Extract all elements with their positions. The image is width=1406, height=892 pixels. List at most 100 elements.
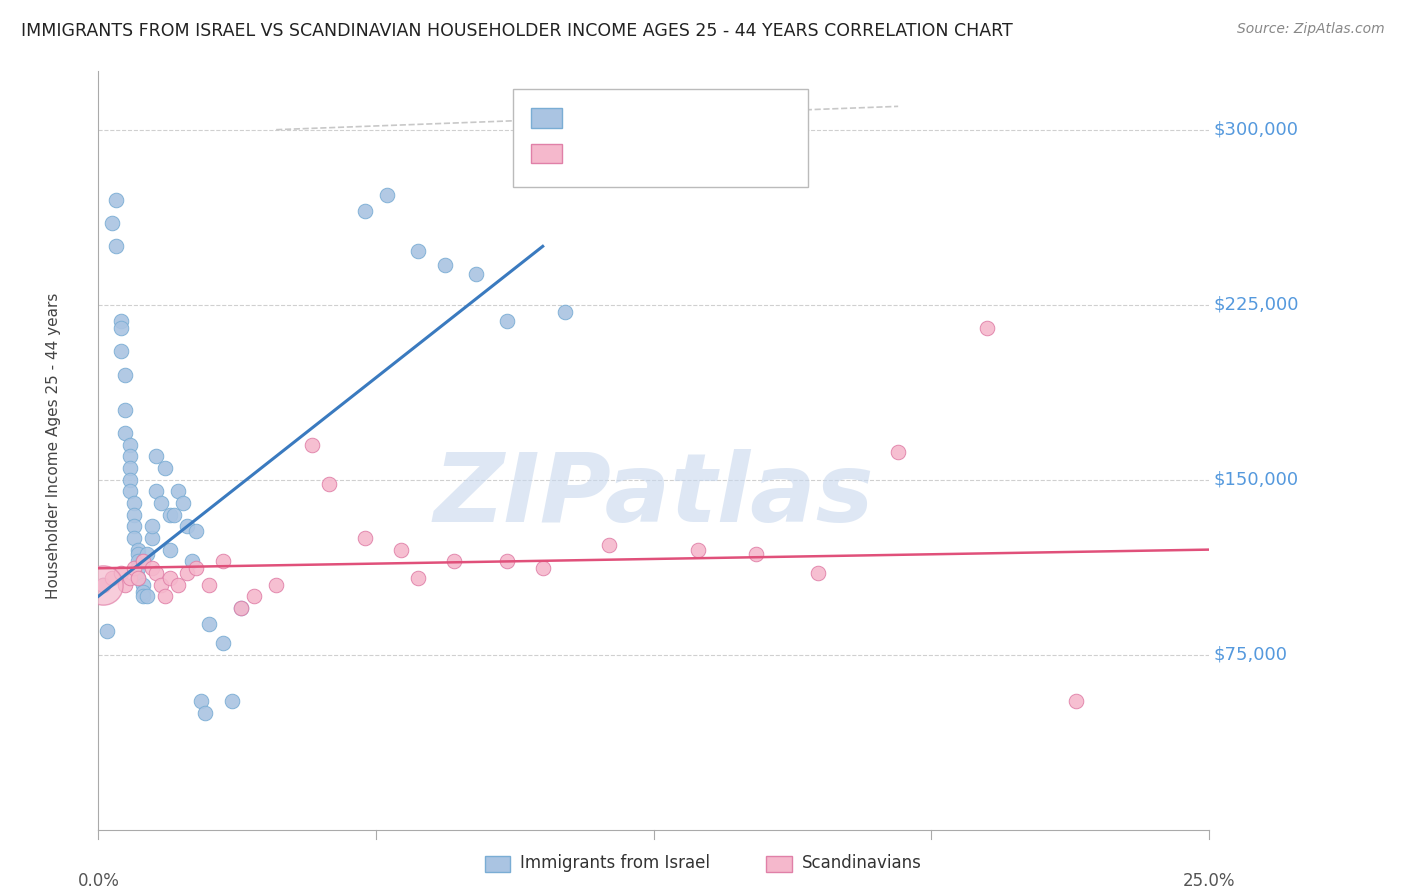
Point: [132, 584, 155, 599]
Point: [198, 617, 221, 632]
Point: [163, 508, 186, 522]
Point: [433, 258, 456, 272]
Point: [807, 566, 830, 580]
Text: R = 0.029   N = 36: R = 0.029 N = 36: [571, 143, 755, 161]
Point: [127, 547, 149, 561]
Point: [443, 554, 465, 568]
Point: [105, 193, 128, 207]
Point: [122, 496, 145, 510]
Point: [887, 444, 910, 458]
Point: [554, 304, 576, 318]
Point: [149, 496, 172, 510]
Point: [105, 239, 128, 253]
Point: [118, 473, 141, 487]
Point: [211, 636, 233, 650]
Point: [136, 589, 159, 603]
Point: [167, 484, 190, 499]
Point: [159, 508, 181, 522]
Point: [465, 268, 488, 282]
Point: [110, 344, 132, 359]
Point: [91, 577, 114, 591]
Point: [496, 314, 519, 328]
Text: $75,000: $75,000: [1213, 646, 1288, 664]
Point: [375, 188, 398, 202]
Point: [127, 571, 149, 585]
Point: [176, 566, 198, 580]
Point: [122, 561, 145, 575]
Point: [221, 694, 243, 708]
Point: [122, 519, 145, 533]
Point: [110, 321, 132, 335]
Point: [194, 706, 217, 720]
Point: [354, 531, 377, 545]
Text: IMMIGRANTS FROM ISRAEL VS SCANDINAVIAN HOUSEHOLDER INCOME AGES 25 - 44 YEARS COR: IMMIGRANTS FROM ISRAEL VS SCANDINAVIAN H…: [21, 22, 1012, 40]
Point: [141, 531, 163, 545]
Point: [745, 547, 768, 561]
Point: [114, 368, 136, 382]
Point: [145, 566, 167, 580]
Point: [167, 577, 190, 591]
Point: [301, 437, 323, 451]
Point: [264, 577, 287, 591]
Point: [190, 694, 212, 708]
Point: [186, 524, 208, 538]
Point: [408, 571, 430, 585]
Point: [186, 561, 208, 575]
Point: [127, 561, 149, 575]
Point: [141, 561, 163, 575]
Point: [153, 461, 176, 475]
Point: [688, 542, 710, 557]
Text: Householder Income Ages 25 - 44 years: Householder Income Ages 25 - 44 years: [46, 293, 60, 599]
Point: [318, 477, 340, 491]
Point: [110, 314, 132, 328]
Text: $300,000: $300,000: [1213, 120, 1299, 138]
Point: [229, 601, 252, 615]
Text: $150,000: $150,000: [1213, 471, 1299, 489]
Point: [100, 216, 122, 230]
Point: [145, 450, 167, 464]
Point: [91, 577, 114, 591]
Point: [198, 577, 221, 591]
Point: [145, 484, 167, 499]
Point: [531, 561, 554, 575]
Point: [118, 461, 141, 475]
Point: [96, 624, 118, 639]
Point: [132, 589, 155, 603]
Point: [91, 577, 114, 591]
Text: $225,000: $225,000: [1213, 295, 1299, 314]
Point: [354, 204, 377, 219]
Point: [132, 554, 155, 568]
Text: R = 0.387   N = 58: R = 0.387 N = 58: [571, 107, 755, 125]
Point: [496, 554, 519, 568]
Text: 0.0%: 0.0%: [77, 871, 120, 889]
Point: [132, 577, 155, 591]
Point: [100, 571, 122, 585]
Point: [127, 542, 149, 557]
Point: [132, 554, 155, 568]
Point: [114, 577, 136, 591]
Point: [408, 244, 430, 258]
Point: [114, 402, 136, 417]
Text: 25.0%: 25.0%: [1182, 871, 1236, 889]
Point: [976, 321, 998, 335]
Point: [389, 542, 412, 557]
Point: [159, 571, 181, 585]
Point: [180, 554, 202, 568]
Point: [176, 519, 198, 533]
Point: [136, 547, 159, 561]
Text: Scandinavians: Scandinavians: [801, 855, 921, 872]
Point: [122, 508, 145, 522]
Point: [141, 519, 163, 533]
Point: [229, 601, 252, 615]
Text: Source: ZipAtlas.com: Source: ZipAtlas.com: [1237, 22, 1385, 37]
Text: Immigrants from Israel: Immigrants from Israel: [520, 855, 710, 872]
Point: [122, 531, 145, 545]
Point: [127, 571, 149, 585]
Point: [118, 571, 141, 585]
Point: [118, 484, 141, 499]
Text: ZIPatlas: ZIPatlas: [433, 450, 875, 542]
Point: [110, 566, 132, 580]
Point: [211, 554, 233, 568]
Point: [172, 496, 194, 510]
Point: [149, 577, 172, 591]
